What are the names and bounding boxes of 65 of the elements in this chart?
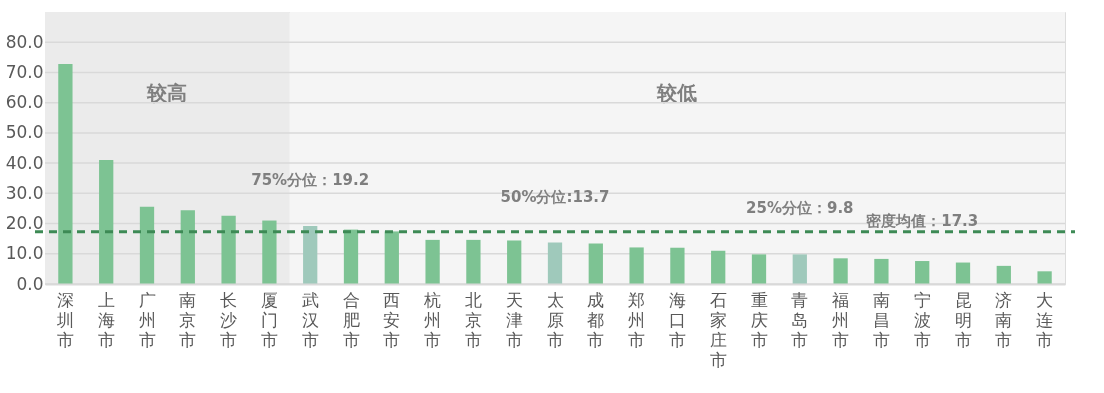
bar bbox=[343, 229, 359, 284]
bar bbox=[466, 239, 481, 284]
x-tick-label: 大连市 bbox=[1036, 289, 1054, 350]
x-tick-label: 海口市 bbox=[668, 289, 686, 350]
x-tick-label: 上海市 bbox=[97, 289, 115, 350]
y-tick-label: 40.0 bbox=[5, 152, 44, 173]
bar bbox=[425, 239, 440, 284]
ref-line-label: 密度均值：17.3 bbox=[866, 211, 979, 230]
x-tick-label: 天津市 bbox=[505, 289, 523, 350]
x-tick-label: 深圳市 bbox=[55, 289, 74, 350]
x-tick-label: 昆明市 bbox=[954, 289, 972, 350]
y-tick-label: 20.0 bbox=[5, 213, 44, 234]
bar bbox=[1037, 271, 1052, 284]
bar bbox=[588, 243, 603, 284]
x-tick-label: 太原市 bbox=[546, 289, 564, 350]
x-tick-label: 福州市 bbox=[832, 289, 850, 350]
bar bbox=[833, 258, 848, 284]
x-tick-label: 宁波市 bbox=[913, 289, 931, 350]
x-tick-label: 南昌市 bbox=[872, 289, 890, 350]
bar bbox=[874, 258, 889, 284]
bar bbox=[180, 210, 195, 284]
x-tick-label: 南京市 bbox=[179, 289, 197, 350]
bar bbox=[751, 254, 767, 284]
x-tick-label: 郑州市 bbox=[628, 289, 646, 350]
x-tick-label: 北京市 bbox=[464, 289, 482, 350]
bar bbox=[384, 231, 399, 284]
x-tick-label: 武汉市 bbox=[301, 289, 319, 350]
bar bbox=[262, 220, 277, 284]
x-tick-label: 石家庄市 bbox=[709, 289, 727, 370]
bar bbox=[915, 261, 930, 284]
y-tick-label: 10.0 bbox=[5, 243, 44, 264]
x-tick-label: 成都市 bbox=[587, 289, 605, 350]
bar bbox=[996, 265, 1011, 284]
bar bbox=[670, 247, 685, 284]
band-label: 较低 bbox=[656, 80, 698, 105]
y-tick-label: 80.0 bbox=[5, 31, 44, 52]
x-tick-label: 广州市 bbox=[138, 289, 156, 350]
x-tick-label: 厦门市 bbox=[260, 289, 278, 350]
bar bbox=[547, 242, 563, 284]
x-tick-label: 济南市 bbox=[995, 289, 1013, 350]
band-label: 较高 bbox=[146, 80, 188, 105]
y-tick-label: 70.0 bbox=[5, 61, 44, 82]
y-tick-label: 0.0 bbox=[16, 273, 44, 294]
bar bbox=[955, 262, 971, 284]
x-tick-label: 重庆市 bbox=[750, 289, 768, 350]
bar bbox=[792, 254, 807, 284]
bar bbox=[629, 247, 644, 284]
annotation: 50%分位:13.7 bbox=[500, 187, 610, 206]
y-tick-label: 60.0 bbox=[5, 92, 44, 113]
bar bbox=[303, 225, 318, 284]
annotation: 75%分位：19.2 bbox=[251, 170, 370, 189]
x-tick-label: 长沙市 bbox=[220, 289, 238, 350]
bar bbox=[139, 206, 155, 284]
x-tick-label: 合肥市 bbox=[342, 289, 360, 350]
bar bbox=[58, 63, 73, 284]
bar bbox=[99, 160, 114, 284]
annotation: 25%分位：9.8 bbox=[746, 199, 854, 218]
bar bbox=[507, 240, 522, 284]
y-tick-label: 50.0 bbox=[5, 122, 44, 143]
x-tick-label: 青岛市 bbox=[791, 289, 809, 350]
bar bbox=[221, 215, 236, 284]
bar bbox=[711, 250, 726, 284]
x-tick-label: 杭州市 bbox=[423, 289, 442, 350]
y-tick-label: 30.0 bbox=[5, 182, 44, 203]
x-tick-label: 西安市 bbox=[383, 289, 401, 350]
